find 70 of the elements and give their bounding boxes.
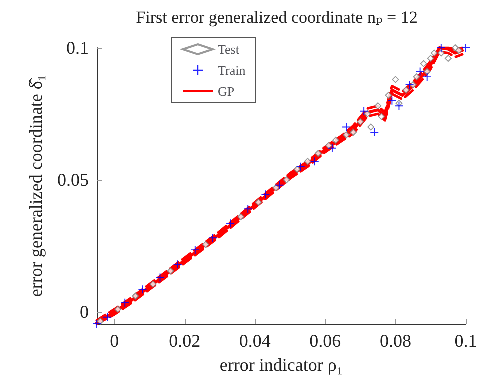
point [438, 50, 445, 57]
legend-label: Train [218, 63, 246, 78]
point [244, 205, 252, 214]
point [114, 306, 122, 313]
point [202, 241, 210, 248]
point [423, 73, 432, 82]
point [427, 55, 434, 62]
point [430, 50, 438, 57]
point [350, 129, 358, 136]
point [360, 107, 368, 116]
chart-title: First error generalized coordinate nₚ = 12 [136, 8, 418, 27]
point [294, 166, 301, 173]
point [310, 158, 319, 166]
x-tick-label: 0.08 [380, 331, 412, 351]
point [357, 118, 364, 126]
point [444, 55, 452, 62]
legend-label: GP [218, 84, 235, 99]
point [328, 144, 336, 152]
point [332, 136, 340, 144]
point [262, 190, 270, 199]
x-axis-title: error indicator ρ₁ [220, 355, 344, 375]
point [314, 150, 322, 158]
point [150, 280, 157, 288]
point [208, 234, 217, 242]
point [370, 128, 379, 137]
point [413, 74, 420, 81]
point [406, 80, 414, 89]
point [368, 124, 375, 131]
point [272, 184, 280, 192]
point [191, 246, 200, 254]
point [296, 162, 305, 171]
point [455, 47, 462, 54]
point [304, 158, 312, 166]
x-tick-label: 0.02 [169, 331, 201, 351]
point [402, 86, 410, 94]
point [226, 220, 235, 228]
x-tick-label: 0.1 [454, 331, 478, 351]
legend-label: Test [218, 42, 240, 57]
x-tick-label: 0.06 [310, 331, 342, 351]
y-tick-label: 0 [80, 302, 89, 322]
y-tick-label: 0.05 [58, 170, 89, 190]
point [325, 142, 332, 150]
point [392, 76, 400, 84]
point [283, 176, 290, 184]
point [424, 68, 431, 76]
point [374, 102, 382, 110]
point [416, 68, 424, 76]
x-tick-label: 0.04 [239, 331, 271, 351]
point [174, 260, 182, 269]
point [104, 313, 112, 322]
point [138, 286, 147, 294]
point [378, 113, 386, 120]
point [388, 96, 396, 105]
point [238, 214, 245, 221]
point [462, 44, 470, 52]
point [395, 102, 404, 110]
point [167, 268, 174, 275]
point [121, 298, 130, 307]
point [93, 320, 101, 328]
point [132, 292, 140, 300]
point [364, 110, 372, 118]
y-axis-title: error generalized coordinate δ̂₁ [26, 74, 46, 298]
point [97, 318, 104, 325]
x-tick-label: 0 [110, 331, 120, 351]
y-tick-label: 0.1 [66, 38, 89, 58]
point [343, 132, 350, 139]
point [385, 92, 392, 100]
point [255, 199, 262, 206]
point [420, 60, 428, 68]
point [437, 44, 446, 52]
